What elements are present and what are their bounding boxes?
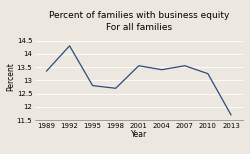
Title: Percent of families with business equity
For all families: Percent of families with business equity… bbox=[48, 11, 229, 32]
Y-axis label: Percent: Percent bbox=[6, 63, 15, 91]
X-axis label: Year: Year bbox=[130, 130, 147, 139]
